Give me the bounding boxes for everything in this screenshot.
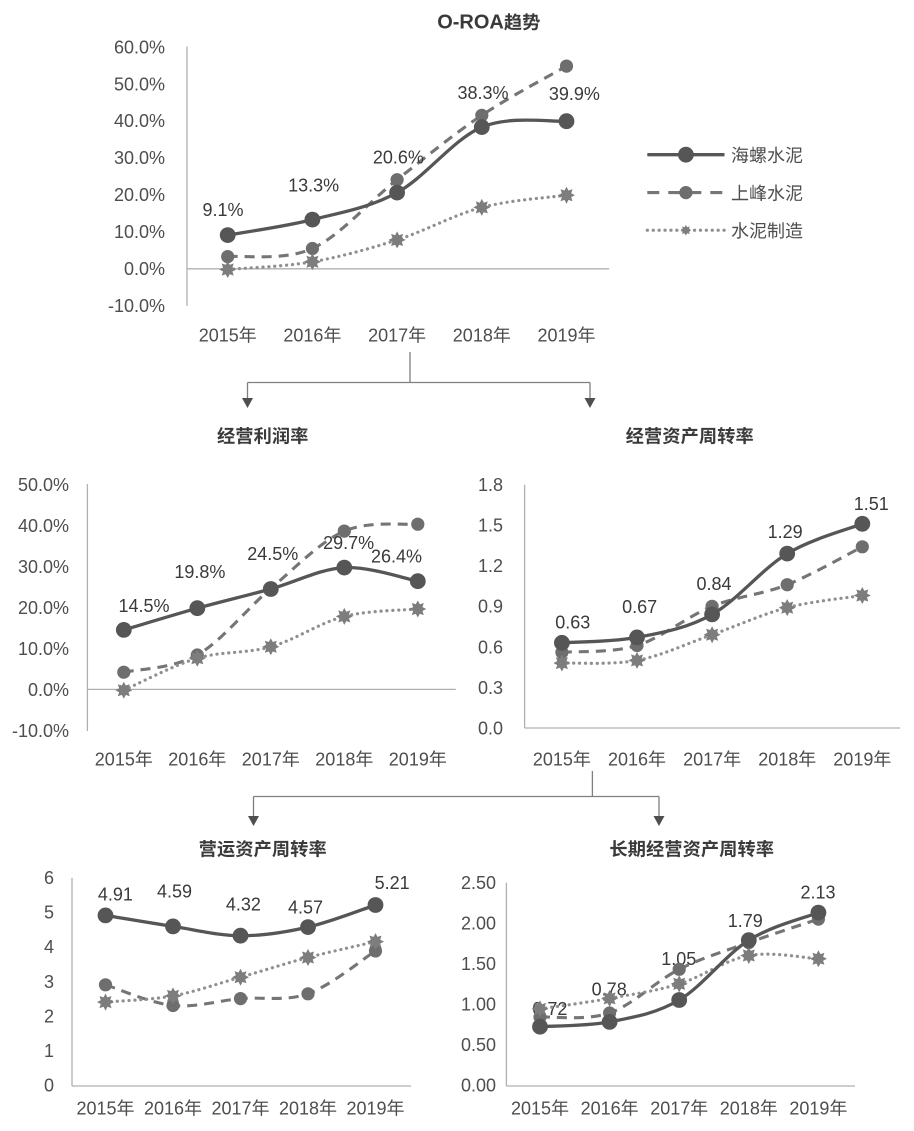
svg-text:4: 4: [44, 937, 54, 957]
svg-text:13.3%: 13.3%: [288, 175, 339, 195]
svg-text:26.4%: 26.4%: [371, 547, 422, 567]
svg-text:0.00: 0.00: [461, 1075, 496, 1095]
svg-text:2017: 2017: [650, 1099, 690, 1119]
svg-text:0: 0: [44, 1075, 54, 1095]
svg-text:0.50: 0.50: [461, 1035, 496, 1055]
svg-text:2: 2: [44, 1006, 54, 1026]
svg-text:24.5%: 24.5%: [247, 544, 298, 564]
svg-text:9.1%: 9.1%: [202, 200, 243, 220]
svg-text:2.00: 2.00: [461, 914, 496, 934]
svg-text:60.0%: 60.0%: [114, 37, 165, 57]
svg-text:14.5%: 14.5%: [118, 596, 169, 616]
svg-text:20.6%: 20.6%: [373, 147, 424, 167]
svg-text:38.3%: 38.3%: [457, 83, 508, 103]
svg-text:2016: 2016: [283, 326, 323, 346]
svg-text:4.32: 4.32: [226, 895, 261, 915]
svg-text:0.3: 0.3: [478, 678, 503, 698]
svg-text:29.7%: 29.7%: [323, 533, 374, 553]
svg-text:0.67: 0.67: [622, 597, 657, 617]
svg-text:10.0%: 10.0%: [114, 222, 165, 242]
svg-text:0.0: 0.0: [478, 718, 503, 738]
svg-text:2015: 2015: [95, 750, 135, 770]
svg-text:2018: 2018: [453, 326, 493, 346]
svg-text:2019: 2019: [538, 326, 578, 346]
svg-text:O-ROA: O-ROA: [437, 12, 504, 34]
svg-text:3: 3: [44, 972, 54, 992]
svg-text:20.0%: 20.0%: [114, 185, 165, 205]
svg-text:0.9: 0.9: [478, 597, 503, 617]
svg-text:50.0%: 50.0%: [18, 475, 69, 495]
svg-text:2016: 2016: [608, 750, 648, 770]
svg-text:6: 6: [44, 868, 54, 888]
svg-text:1.50: 1.50: [461, 954, 496, 974]
svg-text:0.78: 0.78: [592, 980, 627, 1000]
svg-text:2017: 2017: [368, 326, 408, 346]
svg-text:50.0%: 50.0%: [114, 74, 165, 94]
svg-text:4.91: 4.91: [98, 885, 133, 905]
svg-text:2019: 2019: [347, 1099, 387, 1119]
svg-text:2019: 2019: [789, 1099, 829, 1119]
svg-text:1.51: 1.51: [854, 494, 889, 514]
svg-text:2016: 2016: [168, 750, 208, 770]
svg-text:2017: 2017: [212, 1099, 252, 1119]
svg-text:2018: 2018: [720, 1099, 760, 1119]
svg-text:1: 1: [44, 1041, 54, 1061]
svg-text:2015: 2015: [533, 750, 573, 770]
svg-text:-10.0%: -10.0%: [108, 296, 165, 316]
svg-text:2015: 2015: [77, 1099, 117, 1119]
svg-text:2015: 2015: [199, 326, 239, 346]
svg-text:2019: 2019: [389, 750, 429, 770]
svg-text:2018: 2018: [315, 750, 355, 770]
svg-text:0.0%: 0.0%: [124, 259, 165, 279]
svg-text:39.9%: 39.9%: [549, 84, 600, 104]
svg-text:2019: 2019: [833, 750, 873, 770]
svg-text:1.00: 1.00: [461, 995, 496, 1015]
svg-text:2018: 2018: [758, 750, 798, 770]
svg-text:2015: 2015: [511, 1099, 551, 1119]
svg-text:2.13: 2.13: [800, 883, 835, 903]
svg-text:0.84: 0.84: [696, 574, 731, 594]
svg-text:-10.0%: -10.0%: [12, 721, 69, 741]
svg-text:5.21: 5.21: [375, 873, 410, 893]
svg-text:0.63: 0.63: [555, 613, 590, 633]
svg-text:1.2: 1.2: [478, 556, 503, 576]
svg-text:2016: 2016: [581, 1099, 621, 1119]
svg-text:10.0%: 10.0%: [18, 639, 69, 659]
svg-text:2018: 2018: [279, 1099, 319, 1119]
svg-text:0.0%: 0.0%: [28, 680, 69, 700]
svg-text:2016: 2016: [144, 1099, 184, 1119]
svg-text:0.6: 0.6: [478, 637, 503, 657]
svg-text:1.79: 1.79: [728, 911, 763, 931]
svg-text:30.0%: 30.0%: [18, 557, 69, 577]
svg-text:1.8: 1.8: [478, 475, 503, 495]
svg-text:2017: 2017: [683, 750, 723, 770]
svg-text:2017: 2017: [242, 750, 282, 770]
svg-text:5: 5: [44, 903, 54, 923]
svg-text:19.8%: 19.8%: [174, 562, 225, 582]
svg-text:40.0%: 40.0%: [114, 111, 165, 131]
svg-text:30.0%: 30.0%: [114, 148, 165, 168]
svg-text:1.5: 1.5: [478, 516, 503, 536]
svg-text:2.50: 2.50: [461, 873, 496, 893]
svg-text:4.57: 4.57: [288, 897, 323, 917]
svg-text:4.59: 4.59: [157, 882, 192, 902]
svg-text:20.0%: 20.0%: [18, 598, 69, 618]
svg-text:40.0%: 40.0%: [18, 516, 69, 536]
svg-text:1.29: 1.29: [768, 522, 803, 542]
